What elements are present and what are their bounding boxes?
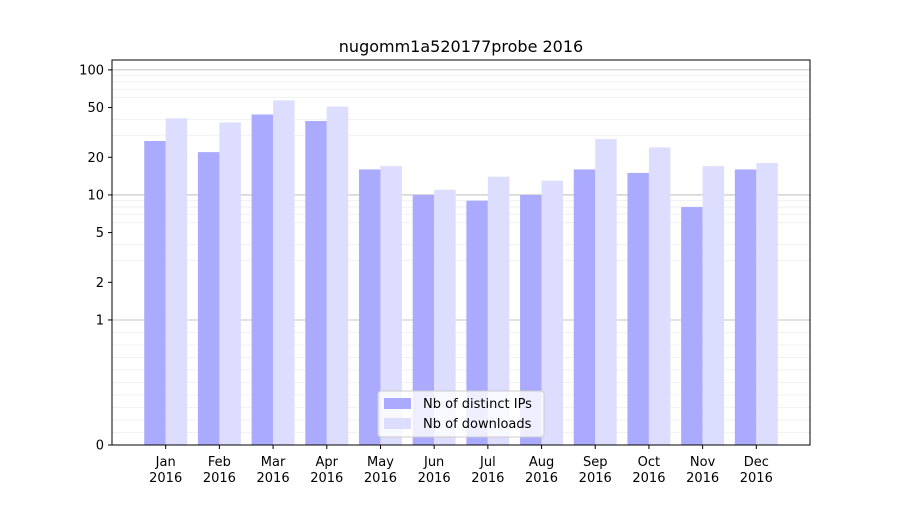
y-tick-label: 20 [87, 151, 104, 166]
y-tick-label: 5 [96, 226, 104, 241]
x-tick-label-month: Aug [529, 455, 554, 470]
x-tick-label-year: 2016 [471, 471, 504, 486]
bar-distinct-ips [197, 152, 220, 445]
bar-distinct-ips [251, 114, 274, 445]
bar-distinct-ips [358, 169, 381, 445]
bar-distinct-ips [144, 140, 166, 445]
x-tick-label-month: Nov [690, 455, 716, 470]
bar-distinct-ips [412, 194, 435, 445]
y-tick-label: 1 [96, 313, 104, 328]
bar-downloads [648, 147, 671, 446]
bar-distinct-ips [520, 194, 542, 445]
x-tick-label-year: 2016 [740, 471, 773, 486]
y-tick-label: 0 [96, 439, 104, 454]
x-tick-label-year: 2016 [632, 471, 665, 486]
bar-downloads [273, 100, 295, 445]
bar-downloads [541, 180, 564, 445]
bar-downloads [380, 166, 402, 445]
y-tick-label: 100 [79, 63, 104, 78]
bar-downloads [326, 106, 349, 445]
chart-title: nugomm1a520177probe 2016 [339, 37, 583, 56]
bar-downloads [219, 122, 241, 445]
bar-distinct-ips [466, 200, 488, 445]
x-tick-label-month: Jun [423, 455, 444, 470]
x-tick-label-year: 2016 [364, 471, 397, 486]
x-tick-label-year: 2016 [149, 471, 182, 486]
legend-label: Nb of downloads [423, 417, 532, 432]
axes: 0125102050100Jan2016Feb2016Mar2016Apr201… [79, 63, 773, 486]
legend: Nb of distinct IPs Nb of downloads [377, 390, 545, 438]
legend-label: Nb of distinct IPs [423, 397, 532, 412]
bar-distinct-ips [305, 121, 327, 446]
x-tick-label-month: Apr [316, 455, 339, 470]
y-tick-label: 50 [87, 101, 104, 116]
legend-swatch [384, 418, 411, 429]
x-tick-label-month: May [367, 455, 394, 470]
x-tick-label-year: 2016 [203, 471, 236, 486]
x-tick-label-year: 2016 [418, 471, 451, 486]
bar-distinct-ips [573, 169, 596, 445]
y-tick-label: 10 [87, 188, 104, 203]
plot-frame [111, 59, 811, 446]
x-tick-label-month: Dec [744, 455, 769, 470]
x-tick-label-month: Oct [638, 455, 660, 470]
x-tick-label-month: Mar [261, 455, 286, 470]
bar-downloads [702, 166, 725, 445]
bar-downloads [487, 176, 510, 445]
y-tick-label: 2 [96, 276, 104, 291]
x-tick-label-year: 2016 [579, 471, 612, 486]
bar-downloads [165, 118, 188, 445]
bar-downloads [434, 189, 456, 445]
x-tick-label-year: 2016 [525, 471, 558, 486]
x-tick-label-month: Sep [583, 455, 608, 470]
x-tick-label-year: 2016 [257, 471, 290, 486]
bar-distinct-ips [627, 172, 649, 445]
legend-box [377, 390, 545, 438]
bar-downloads [756, 163, 778, 445]
bar-distinct-ips [734, 169, 757, 445]
x-tick-label-month: Feb [208, 455, 231, 470]
bars [144, 100, 778, 446]
bar-distinct-ips [681, 207, 703, 445]
x-tick-label-year: 2016 [686, 471, 719, 486]
legend-swatch [384, 398, 411, 409]
x-tick-label-year: 2016 [310, 471, 343, 486]
x-tick-label-month: Jul [479, 455, 496, 470]
bar-downloads [595, 139, 617, 445]
x-tick-label-month: Jan [155, 455, 176, 470]
